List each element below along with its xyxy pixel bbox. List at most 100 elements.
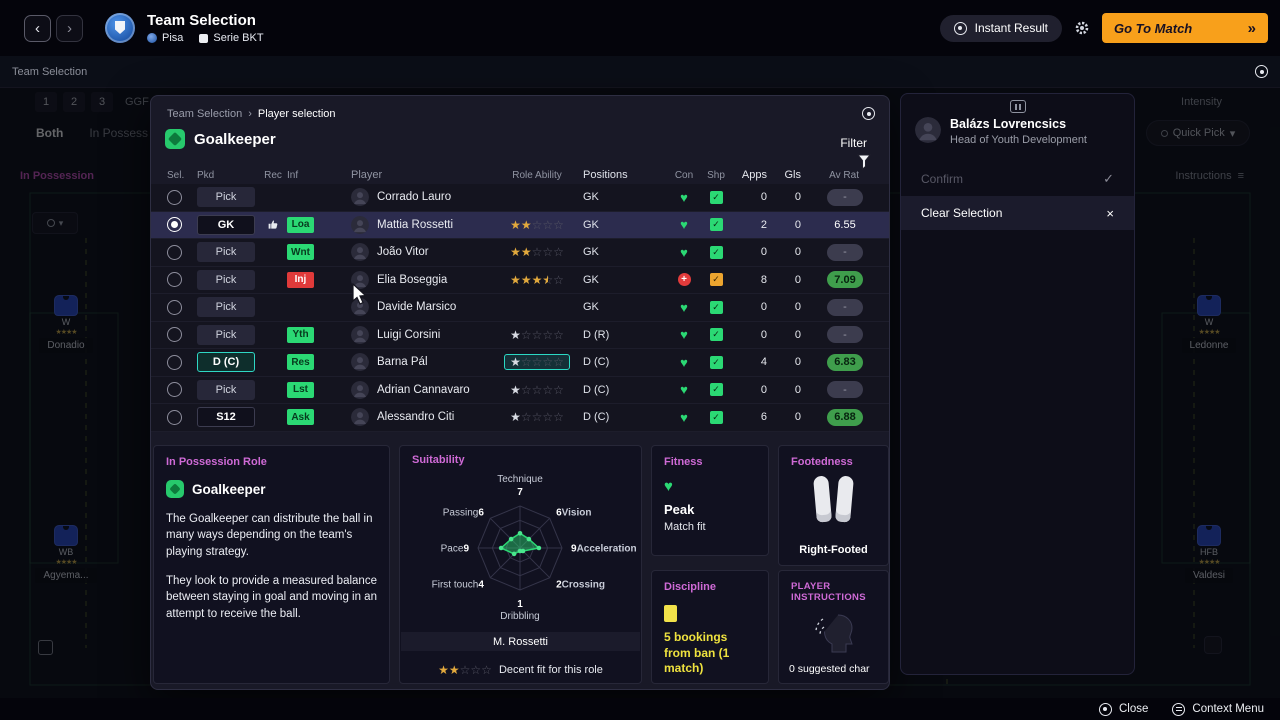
column-header-con[interactable]: Con <box>674 169 694 181</box>
player-avatar <box>351 215 369 234</box>
close-label: Close <box>1118 703 1149 715</box>
select-radio[interactable] <box>167 354 182 370</box>
menu-item-clear-selection[interactable]: Clear Selection × <box>901 196 1134 230</box>
column-header-inf[interactable]: Inf <box>287 169 299 181</box>
table-row[interactable]: Pick Inj Elia Boseggia ★ ★ ★ ★ ☆ ☆ GK + ✓ 8 0… <box>151 266 889 294</box>
apps-cell: 6 <box>760 411 767 424</box>
recommendation-icon <box>259 218 287 231</box>
svg-text:Pace9: Pace9 <box>441 544 470 555</box>
player-name[interactable]: Adrian Cannavaro <box>377 383 470 396</box>
filter-button[interactable]: Filter <box>840 136 867 150</box>
select-radio[interactable] <box>167 299 182 315</box>
select-radio[interactable] <box>167 189 182 205</box>
player-avatar <box>351 380 369 399</box>
goals-cell: 0 <box>794 191 801 204</box>
column-header-av-rat[interactable]: Av Rat <box>829 169 859 181</box>
player-instructions-panel: PLAYER INSTRUCTIONS 0 suggested char <box>778 570 889 684</box>
player-name[interactable]: Davide Marsico <box>377 301 457 314</box>
gear-icon[interactable] <box>1074 20 1090 36</box>
pick-button[interactable]: Pick <box>197 269 255 290</box>
column-header-positions[interactable]: Positions <box>583 169 628 181</box>
select-radio[interactable] <box>167 272 182 288</box>
pick-button[interactable]: Pick <box>197 242 255 263</box>
column-header-gls[interactable]: Gls <box>784 169 802 181</box>
screen-options-icon[interactable] <box>1255 65 1268 78</box>
goals-cell: 0 <box>794 356 801 369</box>
apps-cell: 0 <box>760 191 767 204</box>
goals-cell: 0 <box>794 246 801 259</box>
player-name[interactable]: Mattia Rossetti <box>377 218 454 231</box>
pick-button[interactable]: Pick <box>197 379 255 400</box>
table-row[interactable]: Pick Wnt João Vitor ★ ★ ☆ ☆ ☆ GK ♥ ✓ 0 0 - <box>151 239 889 267</box>
sharpness-icon: ✓ <box>701 300 731 314</box>
column-header-shp[interactable]: Shp <box>707 169 725 181</box>
column-header-role-ability[interactable]: Role Ability <box>512 169 562 181</box>
column-header-sel-[interactable]: Sel. <box>167 169 185 181</box>
role-ability-stars: ★ ☆ ☆ ☆ ☆ <box>510 382 564 397</box>
average-rating-badge: 6.83 <box>827 353 863 371</box>
go-to-match-button[interactable]: Go To Match » <box>1102 13 1268 43</box>
sharpness-icon: ✓ <box>701 218 731 232</box>
pick-button[interactable]: D (C) <box>197 352 255 373</box>
breadcrumb-parent[interactable]: Team Selection <box>167 108 243 120</box>
breadcrumb-current: Player selection <box>257 108 336 120</box>
close-button[interactable]: Close <box>1098 702 1149 716</box>
footedness-value: Right-Footed <box>799 544 868 556</box>
apps-cell: 0 <box>760 246 767 259</box>
menu-item-confirm[interactable]: Confirm ✓ <box>921 171 1114 186</box>
go-to-match-label: Go To Match <box>1114 20 1193 36</box>
table-row[interactable]: Pick Lst Adrian Cannavaro ★ ☆ ☆ ☆ ☆ D (C) ♥ … <box>151 376 889 404</box>
average-rating-badge: - <box>827 326 863 344</box>
condition-icon: + <box>667 273 701 287</box>
column-header-rec[interactable]: Rec <box>264 169 282 181</box>
goals-cell: 0 <box>794 273 801 286</box>
pick-button[interactable]: S12 <box>197 407 255 428</box>
select-radio[interactable] <box>167 217 182 233</box>
sharpness-icon: ✓ <box>701 383 731 397</box>
table-header: Sel. Pkd Rec Inf Player Role Ability Positions… <box>151 166 889 184</box>
column-header-player[interactable]: Player <box>351 169 383 181</box>
player-name[interactable]: Barna Pál <box>377 356 428 369</box>
club-badge[interactable] <box>105 13 135 43</box>
info-badge: Lst <box>287 381 314 398</box>
player-name[interactable]: Luigi Corsini <box>377 328 441 341</box>
sharpness-icon: ✓ <box>701 245 731 259</box>
player-name[interactable]: Alessandro Citi <box>377 411 455 424</box>
club-link[interactable]: Pisa <box>147 32 183 44</box>
column-header-pkd[interactable]: Pkd <box>197 169 215 181</box>
forward-button[interactable]: › <box>56 14 83 42</box>
pause-icon[interactable] <box>1009 100 1026 113</box>
player-name[interactable]: Corrado Lauro <box>377 191 452 204</box>
sharpness-icon: ✓ <box>701 190 731 204</box>
pick-button[interactable]: Pick <box>197 187 255 208</box>
double-chevron-icon: » <box>1247 19 1256 37</box>
column-header-apps[interactable]: Apps <box>741 169 767 181</box>
player-table-body: Pick Corrado Lauro GK ♥ ✓ 0 0 - GK Loa M… <box>151 184 889 432</box>
player-name[interactable]: João Vitor <box>377 246 429 259</box>
pick-button[interactable]: Pick <box>197 324 255 345</box>
context-menu-button[interactable]: Context Menu <box>1172 702 1264 716</box>
panel-options-icon[interactable] <box>862 107 875 120</box>
select-radio[interactable] <box>167 409 182 425</box>
select-radio[interactable] <box>167 382 182 398</box>
pick-button[interactable]: Pick <box>197 297 255 318</box>
table-row[interactable]: S12 Ask Alessandro Citi ★ ☆ ☆ ☆ ☆ D (C) ♥ ✓ … <box>151 404 889 432</box>
player-name[interactable]: Elia Boseggia <box>377 273 448 286</box>
pick-button[interactable]: GK <box>197 214 255 235</box>
role-panel-title: In Possession Role <box>166 456 267 468</box>
league-link[interactable]: Serie BKT <box>199 32 264 44</box>
info-badge: Wnt <box>287 244 314 261</box>
select-radio[interactable] <box>167 327 182 343</box>
table-row[interactable]: D (C) Res Barna Pál ★ ☆ ☆ ☆ ☆ D (C) ♥ ✓ 4 0 … <box>151 349 889 377</box>
instant-result-button[interactable]: Instant Result <box>939 14 1062 42</box>
condition-icon: ♥ <box>680 354 688 370</box>
discipline-title: Discipline <box>664 581 716 593</box>
table-row[interactable]: Pick Corrado Lauro GK ♥ ✓ 0 0 - <box>151 184 889 212</box>
back-button[interactable]: ‹ <box>24 14 51 42</box>
instant-result-icon <box>953 21 967 35</box>
table-row[interactable]: Pick Yth Luigi Corsini ★ ☆ ☆ ☆ ☆ D (R) ♥ ✓ 0… <box>151 321 889 349</box>
select-radio[interactable] <box>167 244 182 260</box>
positions-cell: GK <box>583 191 599 204</box>
table-row[interactable]: Pick Davide Marsico GK ♥ ✓ 0 0 - <box>151 294 889 322</box>
table-row[interactable]: GK Loa Mattia Rossetti ★ ★ ☆ ☆ ☆ GK ♥ ✓ 2 0 … <box>151 211 889 239</box>
